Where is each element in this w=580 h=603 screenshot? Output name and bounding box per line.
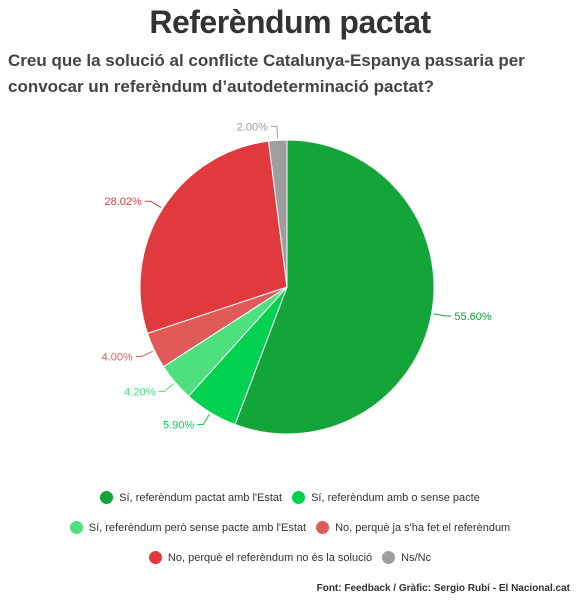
legend-item[interactable]: No, perquè ja s'ha fet el referèndum (316, 521, 510, 534)
legend-swatch (292, 491, 306, 504)
legend-swatch (316, 521, 330, 534)
slice-label: 4.00% (102, 352, 133, 364)
legend-label: Sí, referèndum amb o sense pacte (311, 491, 480, 504)
source-credit: Font: Feedback / Gràfic: Sergio Rubí - E… (316, 583, 570, 594)
legend-item[interactable]: Sí, referèndum amb o sense pacte (292, 491, 480, 504)
chart-subtitle: Creu que la solució al conflicte Catalun… (8, 51, 525, 96)
legend-label: No, perquè ja s'ha fet el referèndum (335, 521, 511, 534)
legend-row-1: Sí, referèndum pactat amb l'Estat Sí, re… (0, 491, 580, 504)
legend-label: Ns/Nc (401, 551, 432, 564)
label-leader-line (197, 413, 210, 425)
legend-item[interactable]: Sí, referèndum però sense pacte amb l'Es… (69, 521, 307, 534)
slice-label: 28.02% (104, 196, 142, 208)
label-leader-line (135, 350, 153, 358)
legend-label: Sí, referèndum pactat amb l'Estat (119, 491, 283, 504)
legend-item[interactable]: No, perquè el referèndum no és la soluci… (148, 551, 373, 564)
legend-swatch (148, 551, 162, 564)
legend-label: No, perquè el referèndum no és la soluci… (167, 551, 373, 564)
chart-title: Referèndum pactat (149, 4, 431, 40)
slice-label: 2.00% (237, 121, 268, 133)
legend-label: Sí, referèndum però sense pacte amb l'Es… (88, 521, 307, 534)
legend-swatch (382, 551, 396, 564)
slice-label: 4.20% (124, 386, 155, 398)
pie-slice[interactable] (267, 139, 288, 288)
label-leader-line (433, 313, 452, 317)
legend-item[interactable]: Ns/Nc (382, 551, 431, 564)
pie-slice[interactable] (139, 140, 288, 334)
legend-row-3: No, perquè el referèndum no és la soluci… (0, 551, 580, 564)
pie-chart: 55.60% 5.90% 4.20% 4.00% 28.02% 2.00% (102, 121, 492, 435)
legend-swatch (100, 491, 114, 504)
label-leader-line (144, 200, 162, 209)
slice-label: 5.90% (163, 419, 194, 431)
label-leader-line (158, 383, 174, 392)
legend-item[interactable]: Sí, referèndum pactat amb l'Estat (100, 491, 282, 504)
legend-swatch (69, 521, 83, 534)
label-leader-line (270, 125, 279, 139)
slice-label: 55.60% (454, 311, 492, 323)
pie-slice[interactable] (234, 139, 435, 435)
legend-row-2: Sí, referèndum però sense pacte amb l'Es… (0, 521, 580, 534)
